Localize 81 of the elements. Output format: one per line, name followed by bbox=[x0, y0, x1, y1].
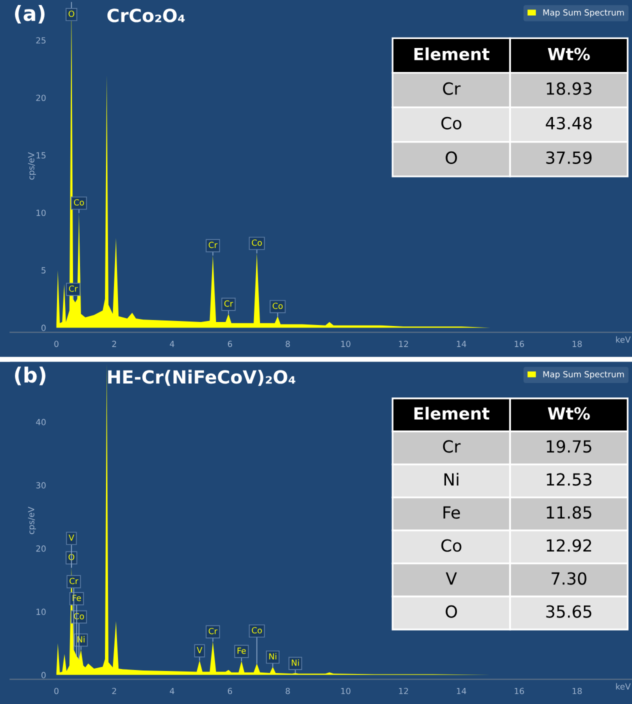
x-tick-label: 14 bbox=[456, 688, 466, 694]
y-tick-label: 10 bbox=[36, 210, 46, 216]
annotation: Ni bbox=[78, 636, 84, 642]
annotation: Co bbox=[441, 539, 462, 552]
annotation: 19.75 bbox=[546, 440, 592, 453]
annotation: O bbox=[68, 554, 74, 560]
y-tick-label: 0 bbox=[41, 672, 46, 678]
x-tick-label: 18 bbox=[572, 340, 582, 348]
annotation: Fe bbox=[72, 594, 81, 602]
annotation: Fe bbox=[238, 648, 246, 654]
annotation: Cr bbox=[224, 300, 234, 307]
x-tick-label: 16 bbox=[514, 688, 524, 694]
y-tick-label: 20 bbox=[36, 545, 46, 552]
annotation: O bbox=[446, 605, 457, 618]
x-tick-label: 12 bbox=[399, 688, 408, 694]
y-axis-title: cps/eV bbox=[28, 152, 36, 180]
legend-label: Map Sum Spectrum bbox=[543, 9, 624, 18]
x-tick-label: 2 bbox=[112, 340, 116, 347]
annotation: 35.65 bbox=[546, 605, 592, 618]
annotation: Cr bbox=[208, 242, 218, 248]
annotation: Cr bbox=[208, 628, 218, 634]
annotation: Co bbox=[252, 239, 262, 246]
annotation: Element bbox=[414, 406, 490, 420]
annotation: Wt% bbox=[548, 48, 590, 60]
annotation: Co bbox=[252, 627, 262, 634]
x-tick-label: 8 bbox=[286, 340, 290, 348]
annotation: Fe bbox=[444, 506, 460, 519]
y-tick-label: 30 bbox=[36, 482, 46, 488]
annotation: 7.30 bbox=[552, 572, 586, 585]
chart-title: (a) bbox=[15, 5, 45, 24]
y-tick-label: 40 bbox=[36, 418, 46, 426]
annotation: Cr bbox=[443, 440, 461, 453]
x-axis-title: keV bbox=[616, 683, 631, 690]
x-tick-label: 2 bbox=[112, 688, 116, 694]
x-tick-label: 12 bbox=[399, 340, 408, 347]
annotation: V bbox=[196, 647, 202, 654]
annotation: O bbox=[68, 10, 74, 17]
x-tick-label: 0 bbox=[54, 340, 58, 348]
x-tick-label: 6 bbox=[228, 688, 232, 694]
y-tick-label: 20 bbox=[36, 94, 46, 102]
annotation: Co bbox=[74, 199, 84, 206]
annotation: Co bbox=[272, 302, 283, 310]
x-tick-label: 8 bbox=[286, 688, 290, 694]
x-tick-label: 4 bbox=[170, 340, 174, 347]
annotation: V bbox=[68, 534, 74, 541]
chart-subtitle: CrCo₂O₄ bbox=[107, 8, 185, 22]
chart-title: (b) bbox=[15, 366, 46, 386]
y-tick-label: 15 bbox=[36, 152, 46, 159]
annotation: O bbox=[446, 151, 457, 164]
annotation: Co bbox=[441, 116, 462, 130]
x-axis-title: keV bbox=[616, 336, 631, 343]
annotation: 37.59 bbox=[546, 151, 592, 164]
annotation: Ni bbox=[269, 653, 276, 660]
annotation: 12.92 bbox=[546, 539, 592, 552]
x-tick-label: 6 bbox=[228, 340, 232, 348]
annotation: Element bbox=[414, 47, 490, 60]
annotation: Ni bbox=[292, 659, 299, 666]
y-axis-title: cps/eV bbox=[28, 506, 36, 534]
y-tick-label: 5 bbox=[42, 267, 46, 274]
x-tick-label: 18 bbox=[572, 688, 582, 694]
y-tick-label: 0 bbox=[41, 324, 46, 331]
annotation: 11.85 bbox=[546, 506, 592, 519]
annotation: Cr bbox=[443, 82, 461, 95]
annotation: Wt% bbox=[548, 407, 590, 420]
x-tick-label: 16 bbox=[514, 340, 524, 348]
x-tick-label: 14 bbox=[456, 340, 466, 347]
x-tick-label: 10 bbox=[341, 340, 350, 348]
annotation: Cr bbox=[70, 578, 78, 584]
annotation: 43.48 bbox=[546, 116, 592, 130]
chart-subtitle: HE-Cr(NiFeCoV)₂O₄ bbox=[108, 370, 296, 386]
x-tick-label: 10 bbox=[341, 688, 350, 694]
annotation: 18.93 bbox=[546, 82, 592, 95]
annotation: V bbox=[446, 572, 457, 585]
legend-label: Map Sum Spectrum bbox=[543, 371, 624, 380]
x-tick-label: 4 bbox=[170, 688, 174, 694]
y-tick-label: 10 bbox=[36, 608, 46, 615]
y-tick-label: 25 bbox=[36, 37, 46, 44]
annotation: 12.53 bbox=[546, 473, 592, 486]
annotation: Cr bbox=[69, 285, 78, 292]
x-tick-label: 0 bbox=[54, 688, 58, 694]
annotation: Ni bbox=[444, 472, 458, 486]
